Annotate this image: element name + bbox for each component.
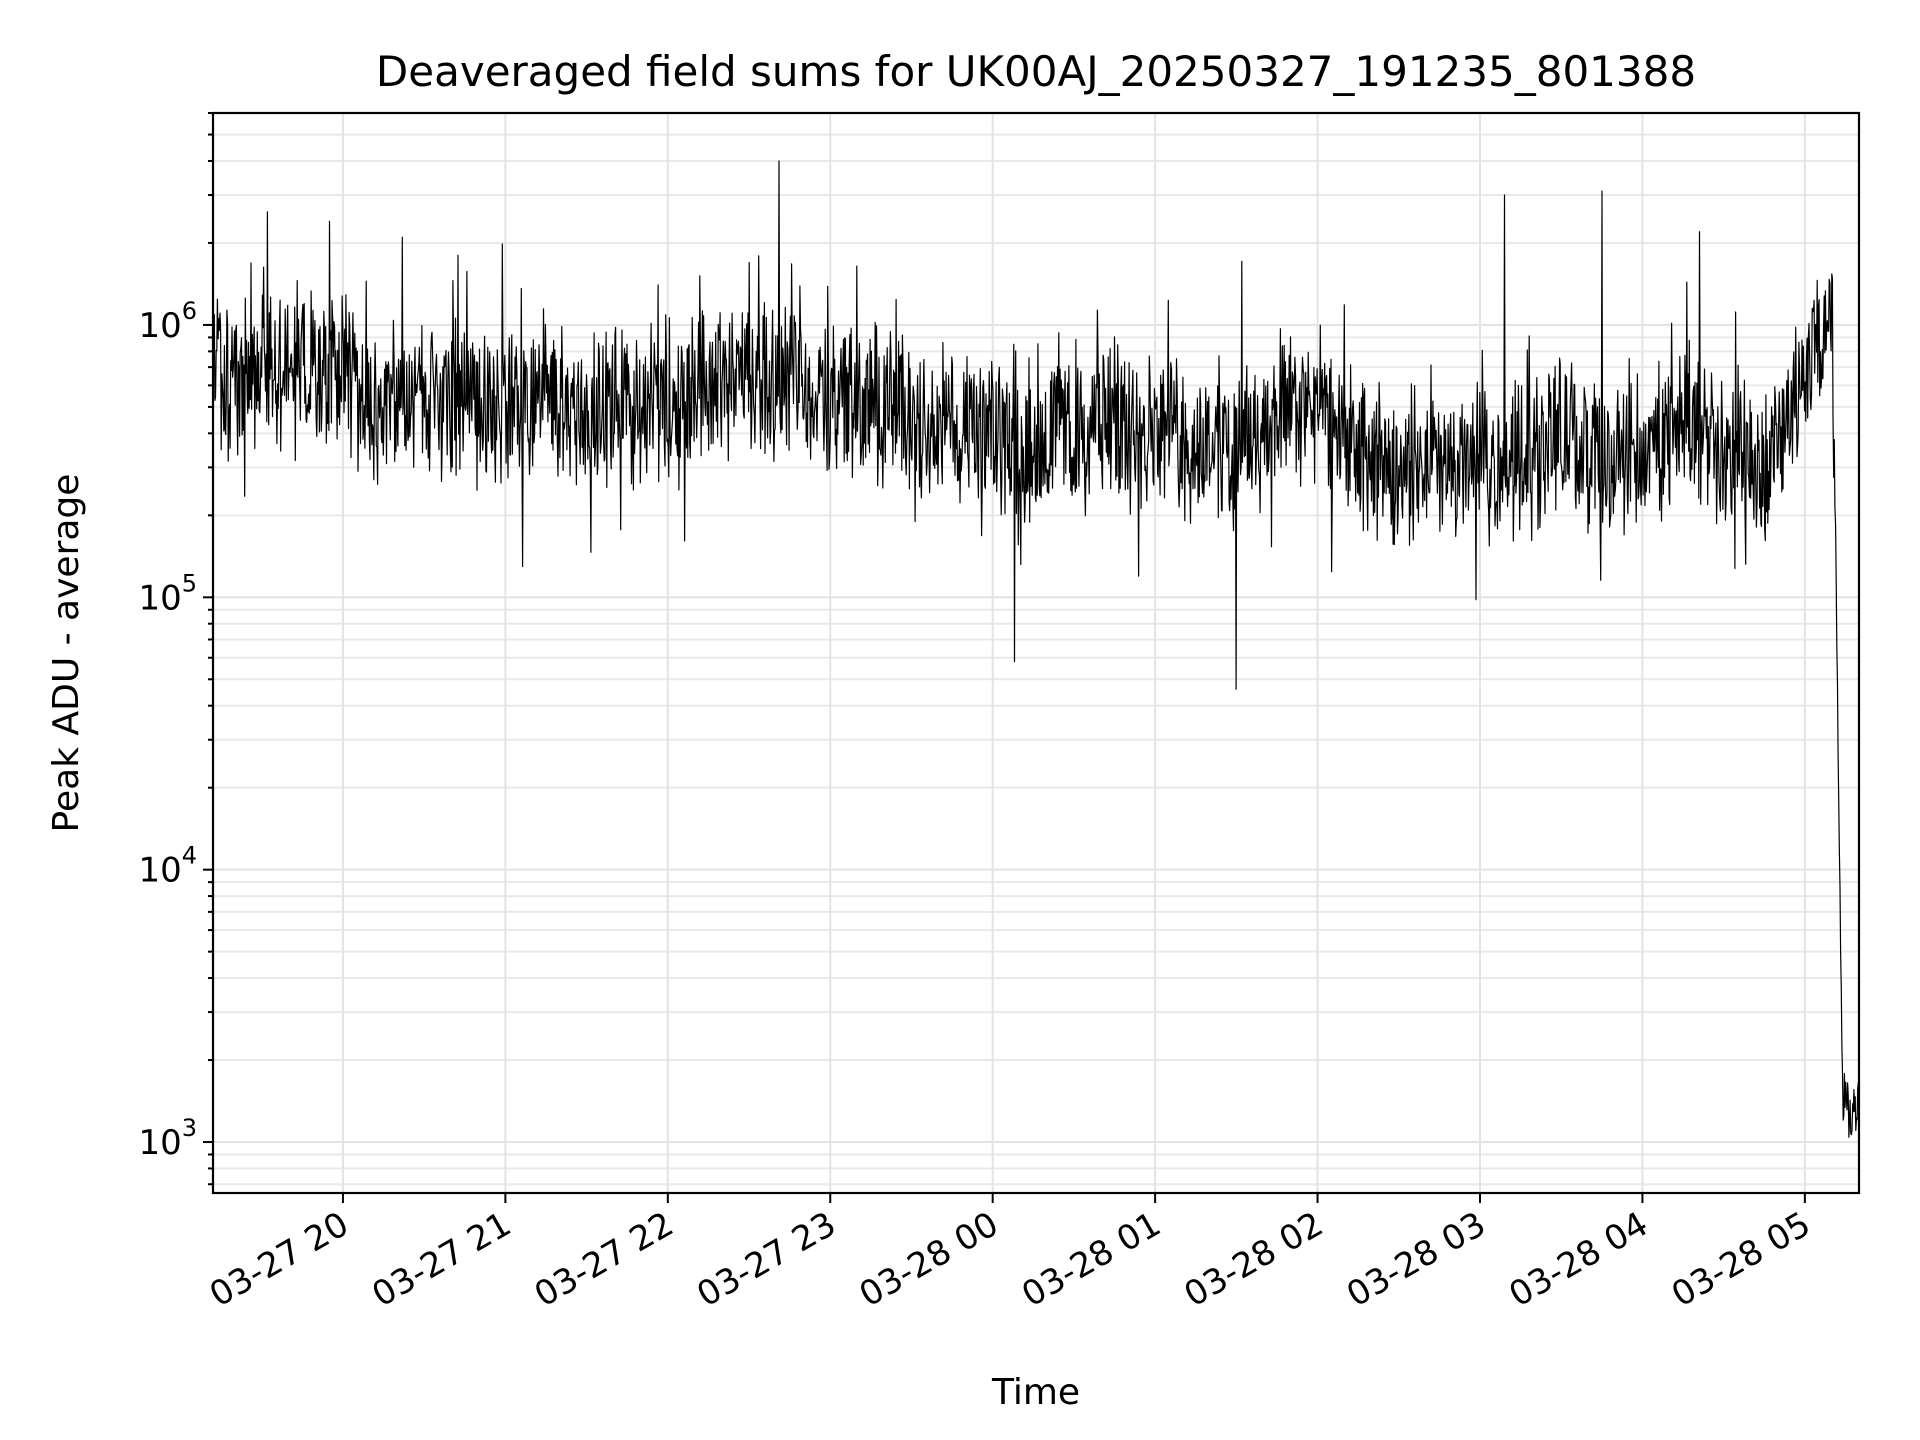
series-layer	[212, 160, 1860, 1138]
plot-frame	[211, 111, 1861, 1195]
y-tick-label: 105	[138, 569, 197, 618]
x-tick-label: 03-28 02	[1178, 1204, 1330, 1315]
x-axis-label: Time	[991, 1372, 1080, 1413]
ticks: 03-27 20 03-27 21 03-27 22 03-27 23 03-28 00…	[138, 112, 1817, 1315]
x-tick-label: 03-28 01	[1015, 1204, 1167, 1315]
y-axis-label: Peak ADU - average	[46, 474, 87, 833]
y-tick-label: 104	[138, 842, 197, 891]
x-tick-label: 03-28 00	[853, 1204, 1005, 1315]
x-tick-label: 03-27 23	[690, 1204, 842, 1315]
series-line	[212, 160, 1860, 1138]
grid	[213, 112, 1859, 1193]
x-tick-label: 03-28 03	[1340, 1204, 1492, 1315]
y-tick-label: 106	[138, 297, 197, 346]
x-tick-label: 03-27 20	[203, 1204, 355, 1315]
y-tick-label: 103	[138, 1114, 197, 1163]
x-tick-label: 03-28 05	[1665, 1204, 1817, 1315]
x-tick-label: 03-27 22	[528, 1204, 680, 1315]
chart-title: Deaveraged field sums for UK00AJ_2025032…	[376, 47, 1696, 96]
x-tick-label: 03-28 04	[1503, 1204, 1655, 1315]
x-tick-label: 03-27 21	[365, 1204, 517, 1315]
